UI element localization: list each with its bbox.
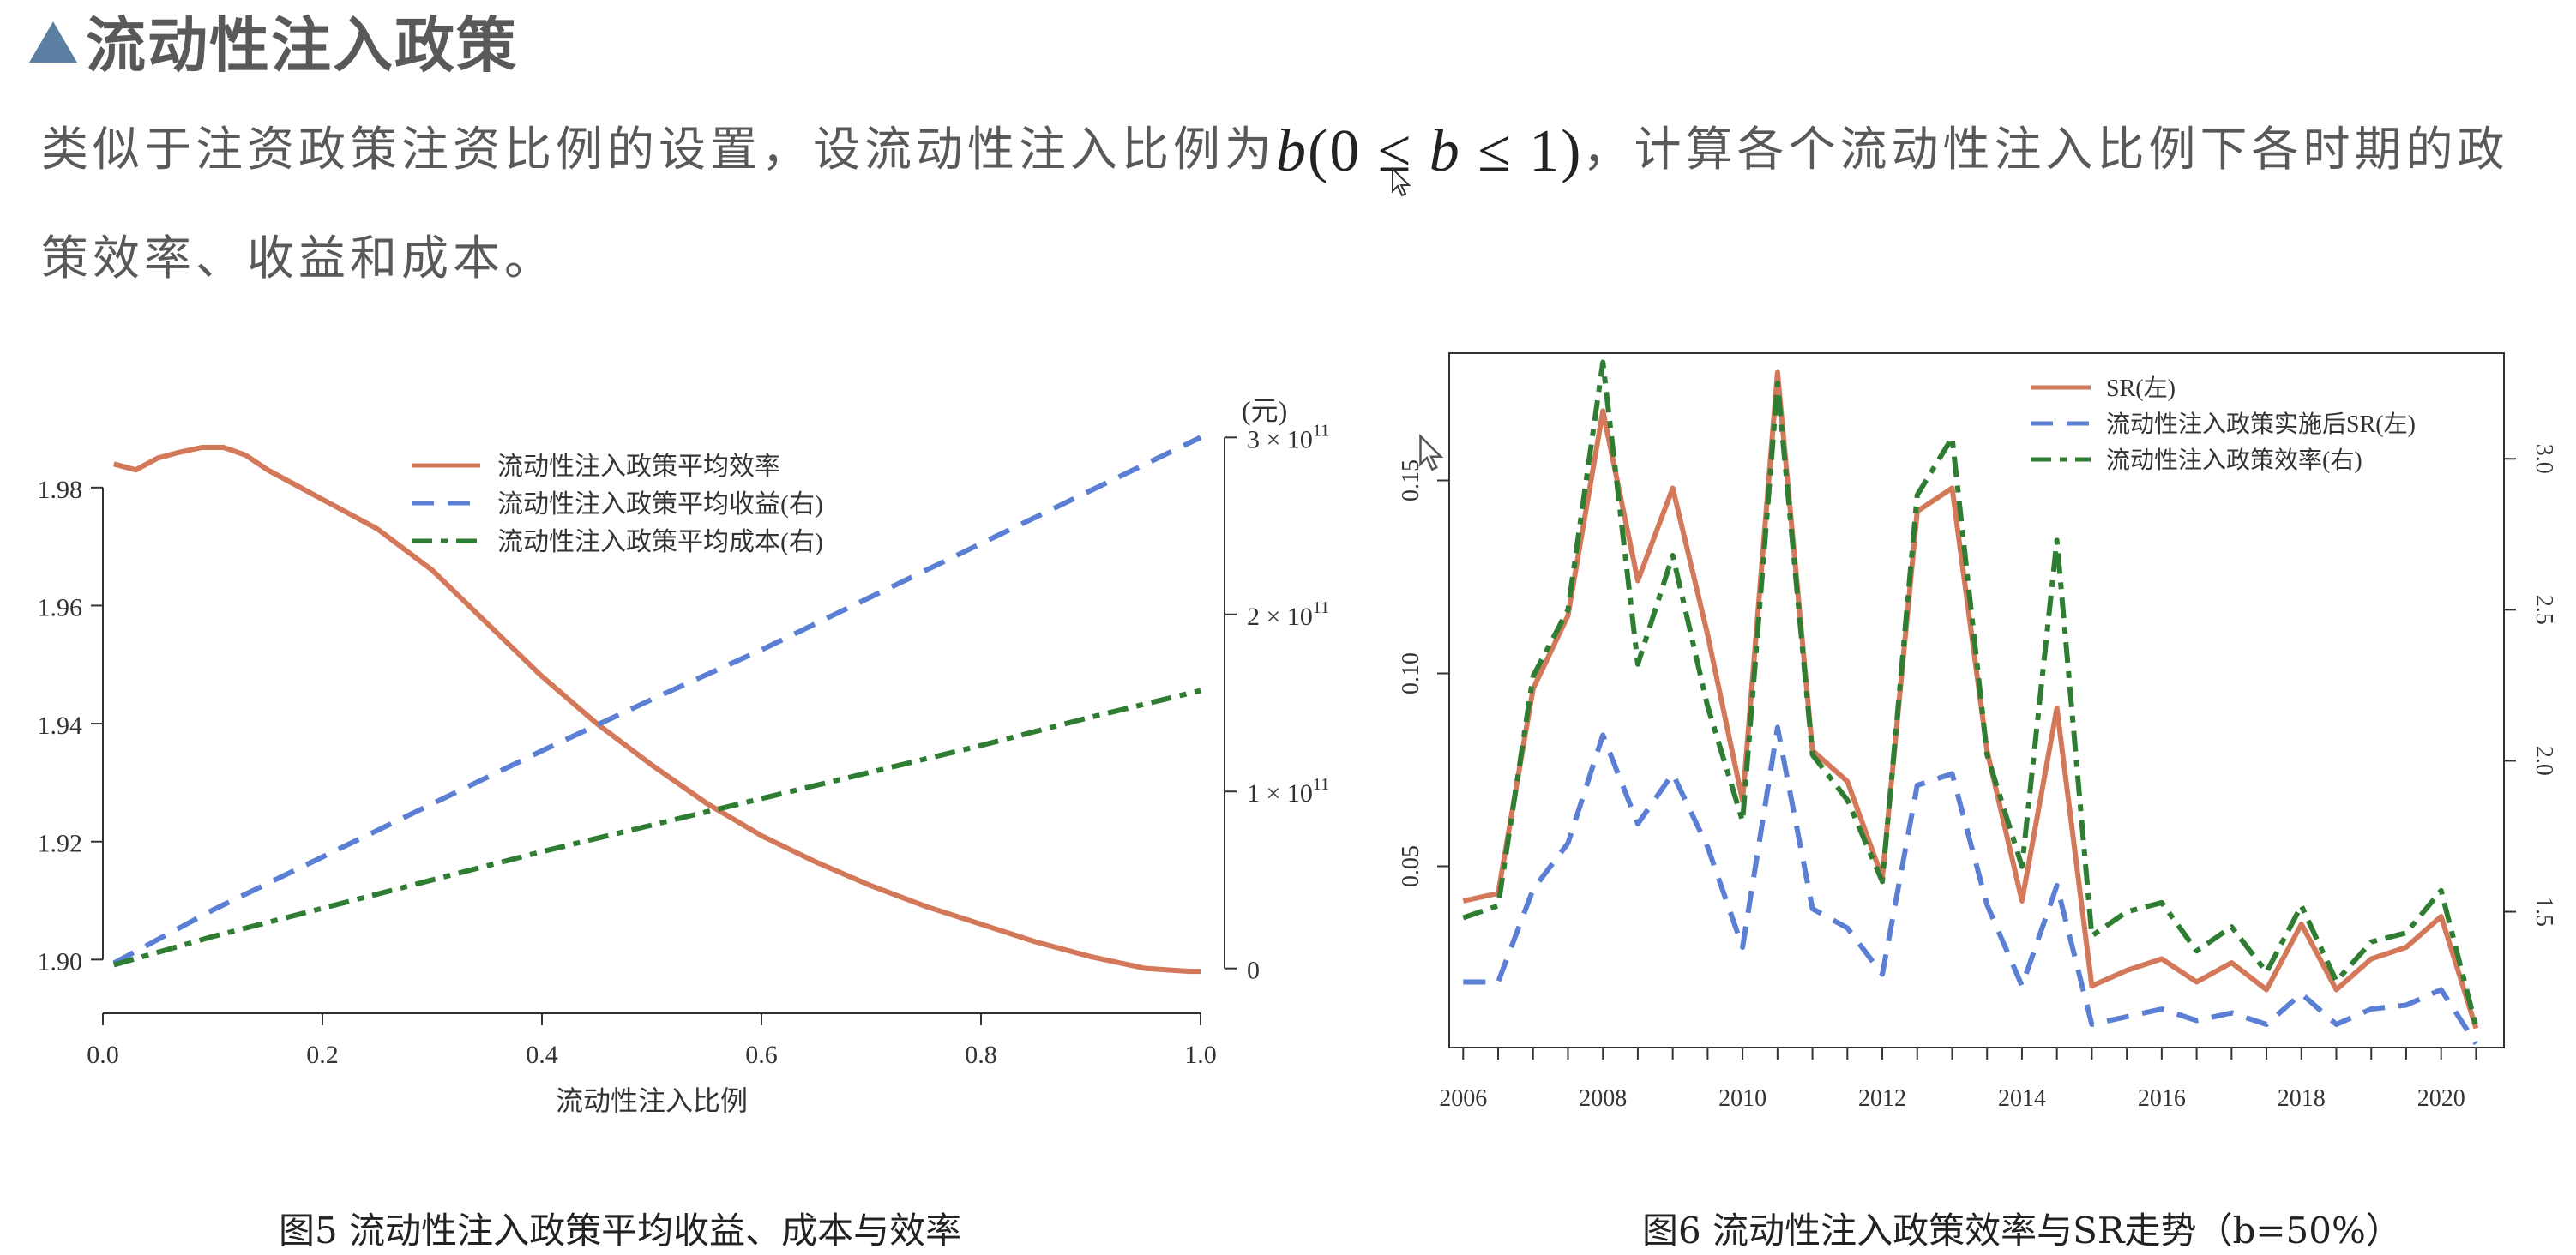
legend-label-1: SR(左) bbox=[2106, 375, 2176, 402]
y-tick-label-right: 2.5 bbox=[2531, 595, 2557, 625]
x-tick-label: 0.6 bbox=[745, 1041, 778, 1069]
y-tick-label-left: 1.94 bbox=[38, 712, 83, 740]
x-tick-label: 2006 bbox=[1439, 1085, 1487, 1112]
formula-b-range: b(0 ≤ b ≤ 1) bbox=[1276, 118, 1582, 184]
y-tick-label-left: 1.92 bbox=[38, 830, 83, 858]
y-tick-label-right: 2 × 1011 bbox=[1247, 598, 1329, 631]
series-line-3 bbox=[112, 688, 1201, 968]
y-tick-label-right: 3 × 1011 bbox=[1247, 421, 1329, 453]
series-line-2 bbox=[112, 435, 1202, 966]
x-tick-label: 0.4 bbox=[526, 1041, 558, 1069]
paragraph-text-2: ，计算各个流动性注入比例下各时期的政策效率、收益和成本。 bbox=[41, 122, 2509, 285]
series-line-2 bbox=[1463, 724, 2478, 1046]
x-tick-label: 0.2 bbox=[306, 1041, 339, 1069]
legend-label-1: 流动性注入政策平均效率 bbox=[497, 453, 780, 481]
x-tick-label: 0.0 bbox=[87, 1041, 119, 1069]
series-line-1 bbox=[113, 445, 1201, 975]
formula-var-b-2: b bbox=[1429, 118, 1461, 184]
legend-label-3: 流动性注入政策平均成本(右) bbox=[497, 528, 823, 556]
intro-paragraph: 类似于注资政策注资比例的设置，设流动性注入比例为b(0 ≤ b ≤ 1)，计算各… bbox=[41, 96, 2545, 312]
x-tick-label: 2014 bbox=[1998, 1085, 2046, 1112]
caption-fig5: 图5 流动性注入政策平均收益、成本与效率 bbox=[279, 1210, 962, 1252]
y-tick-label-left: 0.10 bbox=[1398, 652, 1424, 694]
y-tick-label-left: 0.15 bbox=[1398, 459, 1424, 501]
caption-fig6: 图6 流动性注入政策效率与SR走势（b=50%） bbox=[1642, 1210, 2402, 1252]
y-tick-label-right: 0 bbox=[1247, 957, 1260, 985]
y-tick-label-left: 1.90 bbox=[38, 947, 83, 976]
mouse-cursor-icon-2 bbox=[1419, 433, 1444, 471]
legend-label-2: 流动性注入政策平均收益(右) bbox=[497, 490, 823, 519]
y-tick-label-left: 1.98 bbox=[38, 476, 83, 504]
x-tick-label: 2020 bbox=[2417, 1085, 2465, 1112]
formula-close: ≤ 1) bbox=[1460, 118, 1583, 184]
legend-label-3: 流动性注入政策效率(右) bbox=[2106, 447, 2362, 474]
mouse-cursor-icon bbox=[1392, 167, 1411, 197]
y-tick-label-right: 3.0 bbox=[2531, 444, 2557, 474]
x-axis-label: 流动性注入比例 bbox=[556, 1085, 748, 1116]
y-tick-label-right: 2.0 bbox=[2531, 746, 2557, 776]
x-tick-label: 0.8 bbox=[965, 1041, 997, 1069]
x-tick-label: 1.0 bbox=[1184, 1041, 1217, 1069]
x-tick-label: 2016 bbox=[2138, 1085, 2186, 1112]
legend-label-2: 流动性注入政策实施后SR(左) bbox=[2106, 411, 2416, 438]
paragraph-text-1: 类似于注资政策注资比例的设置，设流动性注入比例为 bbox=[41, 122, 1277, 177]
series-line-3 bbox=[1462, 359, 2479, 1028]
slide-title: 流动性注入政策 bbox=[86, 9, 518, 81]
x-tick-label: 2010 bbox=[1718, 1085, 1766, 1112]
formula-var-b: b bbox=[1276, 118, 1309, 184]
y-tick-label-right: 1.5 bbox=[2531, 897, 2557, 927]
y-tick-label-right: 1 × 1011 bbox=[1247, 775, 1329, 808]
chart-fig6: 0.05 0.10 0.15 1.5 2.0 2.5 3.0 2006 2008 2010 2012… bbox=[1398, 352, 2557, 1112]
plot-frame bbox=[1448, 352, 2505, 1048]
x-tick-label: 2012 bbox=[1858, 1085, 1906, 1112]
y-tick-label-left: 0.05 bbox=[1398, 845, 1424, 887]
slide-heading: 流动性注入政策 bbox=[29, 2, 518, 81]
x-tick-label: 2018 bbox=[2278, 1085, 2326, 1112]
triangle-bullet-icon bbox=[29, 21, 77, 63]
x-tick-label: 2008 bbox=[1579, 1085, 1627, 1112]
y-unit-label-right: (元) bbox=[1242, 395, 1287, 426]
chart-fig5: 1.90 1.92 1.94 1.96 1.98 0.0 0.2 0.4 0.6 0.8 1.0 流动… bbox=[38, 395, 1330, 1116]
y-tick-label-left: 1.96 bbox=[38, 593, 83, 621]
